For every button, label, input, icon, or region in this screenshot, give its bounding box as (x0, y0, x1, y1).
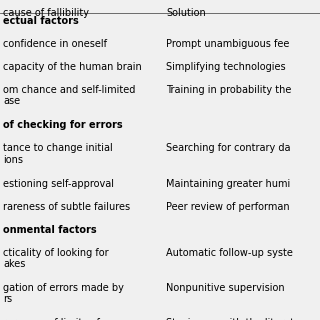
Text: Simplifying technologies: Simplifying technologies (166, 62, 286, 72)
Text: Nonpunitive supervision: Nonpunitive supervision (166, 283, 285, 293)
Text: estioning self-approval: estioning self-approval (3, 179, 114, 188)
Text: ectual factors: ectual factors (3, 16, 79, 26)
Text: rareness of limits of
ement: rareness of limits of ement (3, 318, 100, 320)
Text: Maintaining greater humi: Maintaining greater humi (166, 179, 291, 188)
Text: Staying up with the literat: Staying up with the literat (166, 318, 294, 320)
Text: Automatic follow-up syste: Automatic follow-up syste (166, 248, 293, 258)
Text: Searching for contrary da: Searching for contrary da (166, 143, 291, 153)
Text: onmental factors: onmental factors (3, 225, 97, 235)
Text: Prompt unambiguous fee: Prompt unambiguous fee (166, 39, 290, 49)
Text: om chance and self-limited
ase: om chance and self-limited ase (3, 85, 136, 106)
Text: gation of errors made by
rs: gation of errors made by rs (3, 283, 124, 304)
Text: Solution: Solution (166, 8, 206, 18)
Text: of checking for errors: of checking for errors (3, 120, 123, 130)
Text: cticality of looking for
akes: cticality of looking for akes (3, 248, 109, 269)
Text: cause of fallibility: cause of fallibility (3, 8, 89, 18)
Text: capacity of the human brain: capacity of the human brain (3, 62, 142, 72)
Text: Peer review of performan: Peer review of performan (166, 202, 290, 212)
Text: tance to change initial
ions: tance to change initial ions (3, 143, 113, 164)
Text: confidence in oneself: confidence in oneself (3, 39, 107, 49)
Text: rareness of subtle failures: rareness of subtle failures (3, 202, 130, 212)
Text: Training in probability the: Training in probability the (166, 85, 292, 95)
